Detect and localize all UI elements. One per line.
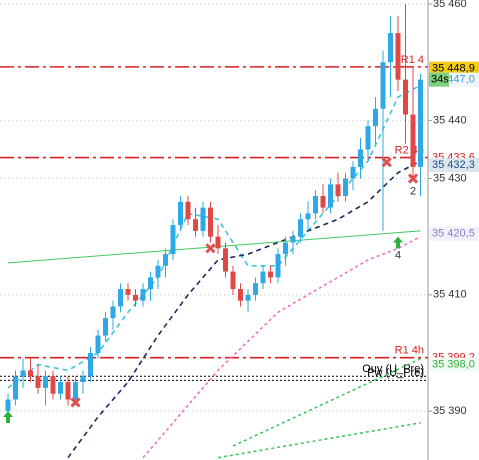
indicator-line [232,358,421,447]
level-label: Ouy (U_Pre) [362,363,424,375]
candle-body [125,289,131,295]
candle-body [335,184,341,196]
candle-body [275,254,281,278]
candle-body [103,318,108,336]
price-tag [429,226,479,241]
candle-body [80,376,86,383]
indicator-line [217,421,421,459]
candle-body [95,335,101,353]
candle-body [208,207,213,237]
candle-body [65,382,71,400]
indicator-line [142,235,421,459]
price-tag [429,357,479,372]
signal-label: 4 [395,249,401,261]
candle-body [260,271,266,284]
signal-x [381,157,392,168]
candle-body [350,166,356,179]
candle-body [313,195,318,214]
signal-x [205,243,216,254]
price-tag [429,61,479,76]
y-tick-label: 35 410 [433,289,467,301]
candle-body [320,195,326,208]
price-tag-label: 35 398,0 [432,359,475,371]
candle-body [283,242,288,255]
candle-body [373,108,378,127]
signal-x [70,397,81,408]
y-tick-label: 35 460 [433,0,467,10]
candle-body [58,382,63,394]
candle-body [35,376,41,388]
candle-body [403,79,408,115]
price-tag-label: 35 448,9 [432,63,475,75]
candle-body [230,271,236,290]
candle-body [328,184,333,208]
candle-body [5,399,11,412]
timer-label: 34s [431,74,449,86]
candle-body [380,62,386,109]
candle-body [43,376,48,388]
candle-body [200,207,206,231]
candle-body [365,126,371,150]
candle-body [268,271,273,278]
signal-up [3,410,13,423]
candle-body [298,219,303,237]
timer-badge [429,72,449,87]
candle-body [223,248,228,272]
candle-body [178,201,183,226]
y-tick-label: 35 390 [433,405,467,417]
level-label: R1 4 [401,54,424,66]
candle-body [343,178,348,196]
level-label: Pw (U_Pre) [367,367,424,379]
candle-body [170,225,176,255]
candle-body [140,289,146,301]
candle-body [358,149,363,167]
candle-body [238,289,243,301]
candle-body [185,201,191,220]
candle-body [193,219,198,231]
candle-body [253,283,258,295]
candle-body [245,294,251,301]
candle-body [163,254,168,266]
candle-body [118,289,123,307]
y-tick-label: 35 440 [433,114,467,126]
signal-label: 2 [410,185,416,197]
price-axis-labels: 35 460 35 440 35 430 35 410 35 390 35 448,9 35… [428,0,479,417]
signal-x [407,173,419,184]
candle-body [215,236,221,249]
candle-body [133,294,138,301]
candle-body [410,114,416,167]
price-tag-label: 35 420,5 [432,228,475,240]
candle-body [418,79,423,167]
candle-body [148,277,153,290]
indicator-line [7,84,421,389]
candle-body [88,352,93,377]
candle-body [28,370,33,377]
candle-body [290,236,296,243]
signal-up [393,236,403,249]
indicator-line [67,160,421,459]
candle-body [305,213,311,220]
candle-body [13,376,18,400]
candle-body [20,370,26,377]
y-tick-label: 35 430 [433,172,467,184]
candle-body [155,265,161,278]
plot-area: R1 4 R2 4h R1 4h Ouy (U_Pre)Pw (U_Pre) 2 4 [0,3,428,459]
candle-body [110,306,116,319]
candle-body [50,376,56,394]
candle-body [388,33,393,63]
level-label: R2 4h [395,145,424,157]
candle-body [395,33,401,80]
price-tag [429,158,479,173]
price-tag-label: 35 432,3 [432,159,475,171]
indicator-line [7,230,421,264]
candle-body [73,382,78,400]
level-label: R1 4h [395,345,424,357]
